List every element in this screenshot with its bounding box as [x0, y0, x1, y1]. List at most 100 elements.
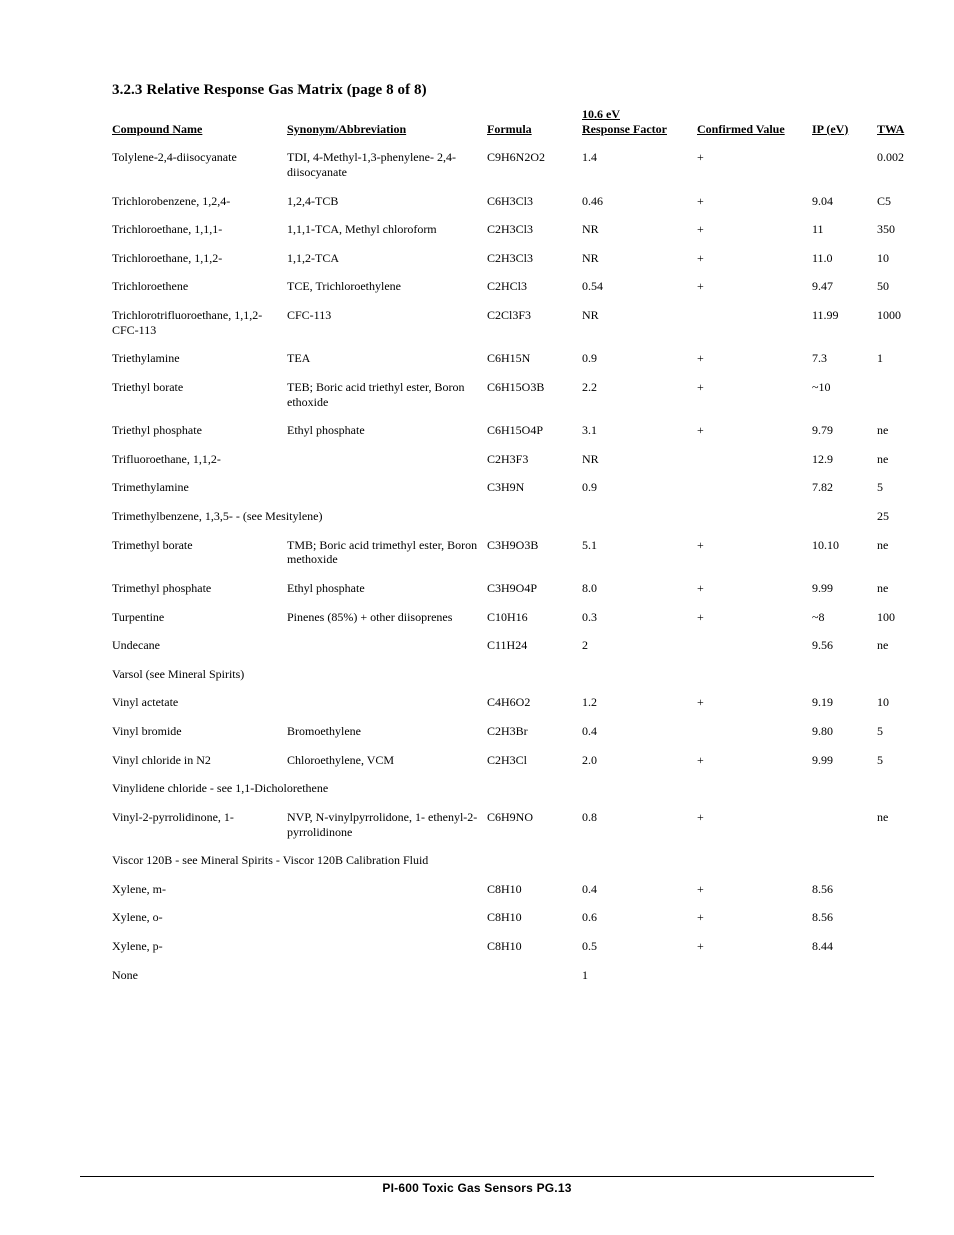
cell-compound-name: Trimethylamine: [112, 474, 287, 503]
table-row: TrimethylamineC3H9N0.97.825: [112, 474, 922, 503]
table-row: Vinylidene chloride - see 1,1-Dicholoret…: [112, 775, 922, 804]
cell-compound-name: Xylene, m-: [112, 876, 287, 905]
cell-ip: 11: [812, 216, 877, 245]
cell-formula: C2Cl3F3: [487, 302, 582, 345]
cell-synonym: Ethyl phosphate: [287, 417, 487, 446]
table-row: Trichlorobenzene, 1,2,4-1,2,4-TCBC6H3Cl3…: [112, 188, 922, 217]
cell-synonym: 1,1,1-TCA, Methyl chloroform: [287, 216, 487, 245]
cell-synonym: 1,2,4-TCB: [287, 188, 487, 217]
cell-response-factor: 0.8: [582, 804, 697, 847]
cell-response-factor: NR: [582, 216, 697, 245]
cell-ip: 8.56: [812, 876, 877, 905]
cell-twa: [877, 661, 922, 690]
cell-formula: C3H9O4P: [487, 575, 582, 604]
cell-synonym: 1,1,2-TCA: [287, 245, 487, 274]
table-row: Xylene, o-C8H100.6+8.56: [112, 904, 922, 933]
table-row: Varsol (see Mineral Spirits): [112, 661, 922, 690]
cell-compound-name: Vinylidene chloride - see 1,1-Dicholoret…: [112, 775, 877, 804]
cell-formula: [487, 962, 582, 991]
col-confirmed: Confirmed Value: [697, 107, 812, 144]
cell-ip: 9.79: [812, 417, 877, 446]
cell-compound-name: Vinyl actetate: [112, 689, 287, 718]
cell-response-factor: 0.5: [582, 933, 697, 962]
cell-twa: 10: [877, 245, 922, 274]
col-twa: TWA: [877, 107, 922, 144]
table-row: Triethyl borateTEB; Boric acid triethyl …: [112, 374, 922, 417]
cell-compound-name: Turpentine: [112, 604, 287, 633]
cell-formula: C6H3Cl3: [487, 188, 582, 217]
cell-confirmed: +: [697, 804, 812, 847]
cell-formula: C2H3Cl: [487, 747, 582, 776]
cell-synonym: TDI, 4-Methyl-1,3-phenylene- 2,4-diisocy…: [287, 144, 487, 187]
cell-compound-name: Trimethyl phosphate: [112, 575, 287, 604]
cell-formula: C8H10: [487, 933, 582, 962]
cell-response-factor: 0.6: [582, 904, 697, 933]
cell-ip: 7.82: [812, 474, 877, 503]
cell-twa: 5: [877, 718, 922, 747]
cell-ip: 9.47: [812, 273, 877, 302]
col-response-factor: 10.6 eV Response Factor: [582, 107, 697, 144]
cell-compound-name: Trichloroethene: [112, 273, 287, 302]
table-row: Xylene, m-C8H100.4+8.56: [112, 876, 922, 905]
table-row: Trimethyl borateTMB; Boric acid trimethy…: [112, 532, 922, 575]
cell-confirmed: [697, 962, 812, 991]
cell-compound-name: Trichlorobenzene, 1,2,4-: [112, 188, 287, 217]
cell-formula: C6H9NO: [487, 804, 582, 847]
cell-formula: C2H3F3: [487, 446, 582, 475]
table-row: Vinyl actetateC4H6O21.2+9.1910: [112, 689, 922, 718]
cell-twa: 350: [877, 216, 922, 245]
cell-twa: 5: [877, 474, 922, 503]
cell-compound-name: Vinyl chloride in N2: [112, 747, 287, 776]
cell-synonym: Pinenes (85%) + other diisoprenes: [287, 604, 487, 633]
cell-formula: C9H6N2O2: [487, 144, 582, 187]
cell-compound-name: Trimethylbenzene, 1,3,5- - (see Mesityle…: [112, 503, 877, 532]
cell-synonym: CFC-113: [287, 302, 487, 345]
cell-confirmed: +: [697, 216, 812, 245]
table-row: Trimethyl phosphateEthyl phosphateC3H9O4…: [112, 575, 922, 604]
cell-response-factor: 1.2: [582, 689, 697, 718]
cell-compound-name: Vinyl bromide: [112, 718, 287, 747]
cell-response-factor: NR: [582, 302, 697, 345]
cell-synonym: [287, 933, 487, 962]
cell-synonym: [287, 474, 487, 503]
cell-response-factor: 0.9: [582, 474, 697, 503]
cell-ip: 10.10: [812, 532, 877, 575]
cell-formula: C6H15O4P: [487, 417, 582, 446]
cell-ip: 9.04: [812, 188, 877, 217]
cell-confirmed: +: [697, 933, 812, 962]
cell-formula: C8H10: [487, 904, 582, 933]
cell-ip: [812, 144, 877, 187]
cell-confirmed: +: [697, 747, 812, 776]
cell-compound-name: Tolylene-2,4-diisocyanate: [112, 144, 287, 187]
cell-synonym: Ethyl phosphate: [287, 575, 487, 604]
cell-compound-name: Trichloroethane, 1,1,2-: [112, 245, 287, 274]
cell-formula: C10H16: [487, 604, 582, 633]
cell-formula: C2HCl3: [487, 273, 582, 302]
cell-compound-name: Undecane: [112, 632, 287, 661]
cell-confirmed: +: [697, 144, 812, 187]
cell-twa: C5: [877, 188, 922, 217]
cell-confirmed: +: [697, 417, 812, 446]
cell-formula: C6H15O3B: [487, 374, 582, 417]
cell-confirmed: +: [697, 245, 812, 274]
table-row: Xylene, p-C8H100.5+8.44: [112, 933, 922, 962]
table-row: Trichlorotrifluoroethane, 1,1,2- CFC-113…: [112, 302, 922, 345]
cell-confirmed: [697, 632, 812, 661]
cell-synonym: Bromoethylene: [287, 718, 487, 747]
table-header-row: Compound Name Synonym/Abbreviation Formu…: [112, 107, 922, 144]
cell-confirmed: +: [697, 532, 812, 575]
cell-twa: ne: [877, 804, 922, 847]
cell-compound-name: Trifluoroethane, 1,1,2-: [112, 446, 287, 475]
cell-ip: 8.44: [812, 933, 877, 962]
cell-confirmed: [697, 718, 812, 747]
col-ip: IP (eV): [812, 107, 877, 144]
cell-synonym: TMB; Boric acid trimethyl ester, Boron m…: [287, 532, 487, 575]
cell-response-factor: NR: [582, 245, 697, 274]
cell-confirmed: +: [697, 604, 812, 633]
cell-compound-name: Trichlorotrifluoroethane, 1,1,2- CFC-113: [112, 302, 287, 345]
cell-ip: 11.0: [812, 245, 877, 274]
cell-formula: C4H6O2: [487, 689, 582, 718]
cell-twa: [877, 876, 922, 905]
cell-compound-name: Triethyl phosphate: [112, 417, 287, 446]
cell-twa: [877, 374, 922, 417]
